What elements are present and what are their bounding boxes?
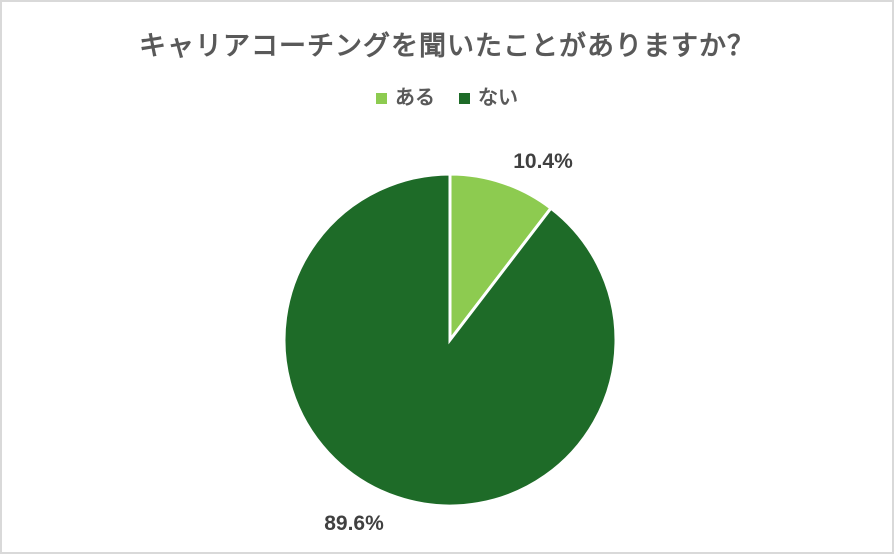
legend-label-aru: ある (395, 87, 435, 109)
legend-item-nai: ない (459, 88, 518, 108)
pie-slice-1 (282, 172, 618, 508)
legend-marker-nai-icon (459, 92, 470, 104)
legend: ある ない (2, 88, 892, 108)
pie-slice-0 (448, 172, 554, 345)
legend-item-aru: ある (376, 88, 435, 108)
data-label-1: 89.6% (324, 512, 384, 535)
data-label-0: 10.4% (513, 150, 573, 173)
legend-marker-aru-icon (376, 92, 387, 104)
legend-label-nai: ない (478, 87, 518, 109)
chart-title: キャリアコーチングを聞いたことがありますか？ (139, 31, 755, 61)
